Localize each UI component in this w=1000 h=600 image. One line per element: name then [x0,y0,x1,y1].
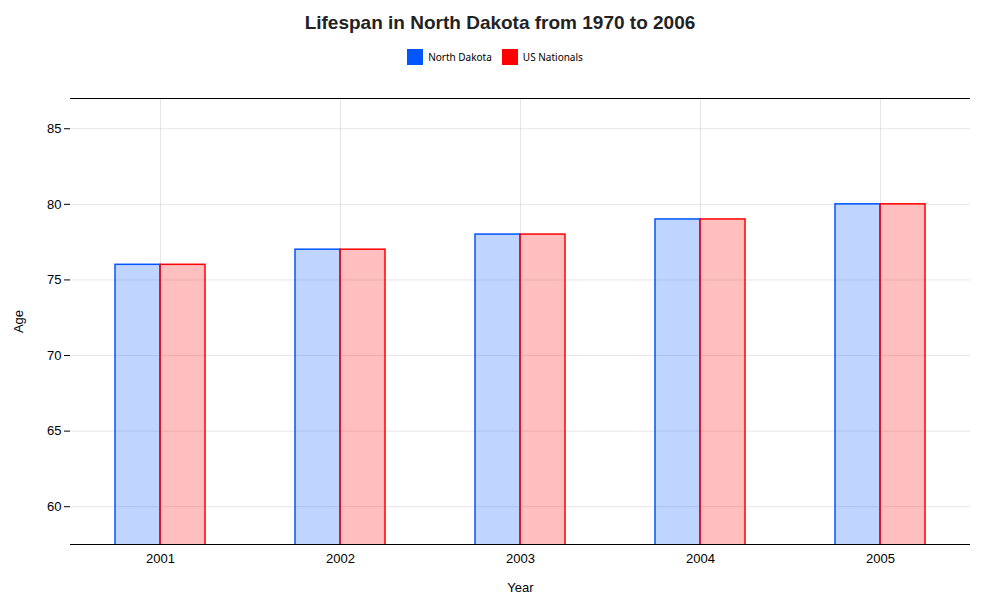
html-text:Lifespan in North Dakota from: Lifespan in North Dakota from 1970 to 20… [304,12,696,33]
html-text:US Nationals: US Nationals [522,49,583,64]
svg-text:65: 65 [47,423,61,438]
svg-text:75: 75 [47,272,61,287]
svg-text:2003: 2003 [506,551,535,566]
svg-text:Year: Year [507,580,534,595]
html-text:North Dakota: North Dakota [428,49,492,64]
svg-text:80: 80 [47,196,61,211]
svg-text:2005: 2005 [866,551,895,566]
svg-text:85: 85 [47,121,61,136]
svg-text:2001: 2001 [146,551,175,566]
svg-text:2002: 2002 [326,551,355,566]
svg-text:Age: Age [11,310,26,333]
svg-text:70: 70 [47,348,61,363]
svg-text:60: 60 [47,499,61,514]
svg-text:2004: 2004 [686,551,715,566]
